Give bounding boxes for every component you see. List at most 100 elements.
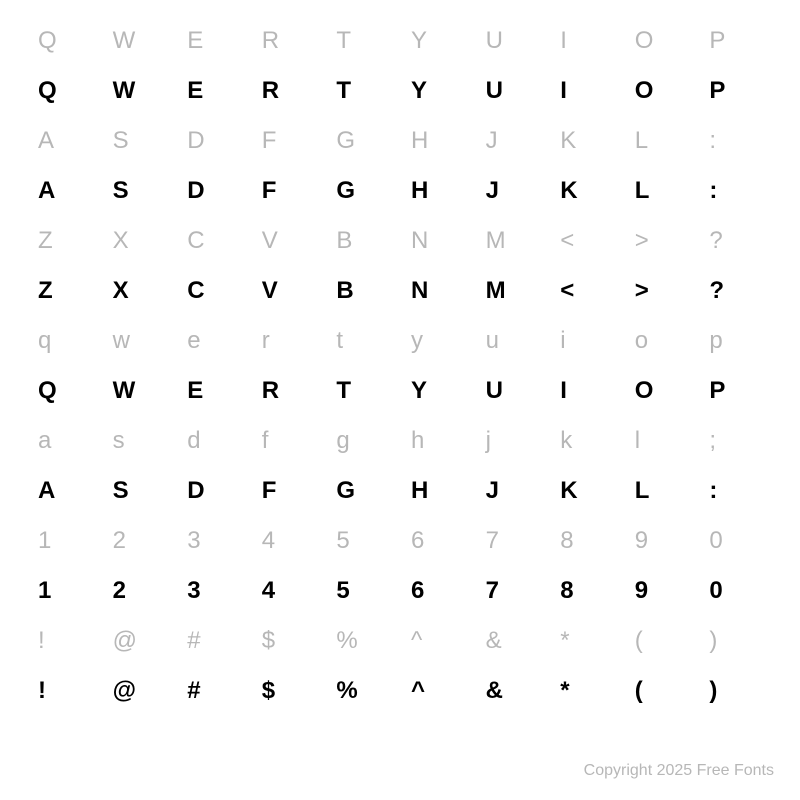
glyph-chart: QWERTYUIOP QWERTYUIOP ASDFGHJKL: ASDFGHJKL:…	[0, 0, 800, 716]
reference-glyph: 8	[556, 516, 623, 566]
reference-glyph: O	[631, 16, 698, 66]
reference-glyph: 6	[407, 516, 474, 566]
font-glyph: 5	[332, 566, 399, 616]
font-glyph: U	[482, 66, 549, 116]
font-glyph-row: !@#$%^&*()	[34, 666, 772, 716]
font-glyph-row: ASDFGHJKL:	[34, 166, 772, 216]
font-glyph: 9	[631, 566, 698, 616]
font-glyph: !	[34, 666, 101, 716]
font-glyph: P	[705, 66, 772, 116]
font-glyph: &	[482, 666, 549, 716]
reference-glyph: (	[631, 616, 698, 666]
font-glyph: A	[34, 466, 101, 516]
reference-glyph: L	[631, 116, 698, 166]
font-glyph: ^	[407, 666, 474, 716]
reference-glyph: 1	[34, 516, 101, 566]
copyright-text: Copyright 2025 Free Fonts	[584, 762, 774, 780]
reference-glyph: 3	[183, 516, 250, 566]
reference-glyph: ^	[407, 616, 474, 666]
reference-glyph: ;	[705, 416, 772, 466]
font-glyph: G	[332, 466, 399, 516]
font-glyph: (	[631, 666, 698, 716]
font-glyph: @	[109, 666, 176, 716]
reference-glyph: e	[183, 316, 250, 366]
font-glyph: T	[332, 366, 399, 416]
font-glyph: >	[631, 266, 698, 316]
reference-glyph: ?	[705, 216, 772, 266]
reference-glyph: V	[258, 216, 325, 266]
font-glyph: C	[183, 266, 250, 316]
reference-glyph: g	[332, 416, 399, 466]
reference-glyph: i	[556, 316, 623, 366]
reference-glyph: S	[109, 116, 176, 166]
font-glyph-row: ASDFGHJKL:	[34, 466, 772, 516]
font-glyph-row: QWERTYUIOP	[34, 66, 772, 116]
reference-glyph: h	[407, 416, 474, 466]
reference-glyph: F	[258, 116, 325, 166]
reference-glyph: P	[705, 16, 772, 66]
reference-glyph: t	[332, 316, 399, 366]
reference-row: ZXCVBNM<>?	[34, 216, 772, 266]
font-glyph-row: 1234567890	[34, 566, 772, 616]
font-glyph: G	[332, 166, 399, 216]
reference-glyph: 7	[482, 516, 549, 566]
font-glyph: W	[109, 366, 176, 416]
reference-glyph: a	[34, 416, 101, 466]
font-glyph: O	[631, 366, 698, 416]
font-glyph: O	[631, 66, 698, 116]
font-glyph: A	[34, 166, 101, 216]
font-glyph: F	[258, 166, 325, 216]
reference-glyph: @	[109, 616, 176, 666]
reference-glyph: s	[109, 416, 176, 466]
font-glyph: Z	[34, 266, 101, 316]
font-glyph: S	[109, 466, 176, 516]
font-glyph: Q	[34, 66, 101, 116]
font-glyph: J	[482, 166, 549, 216]
reference-glyph: G	[332, 116, 399, 166]
reference-glyph: 9	[631, 516, 698, 566]
reference-row: asdfghjkl;	[34, 416, 772, 466]
font-glyph: 2	[109, 566, 176, 616]
reference-glyph: :	[705, 116, 772, 166]
font-glyph: Y	[407, 366, 474, 416]
reference-row: !@#$%^&*()	[34, 616, 772, 666]
font-glyph: %	[332, 666, 399, 716]
font-glyph: N	[407, 266, 474, 316]
font-glyph: D	[183, 466, 250, 516]
font-glyph: X	[109, 266, 176, 316]
reference-glyph: B	[332, 216, 399, 266]
reference-glyph: D	[183, 116, 250, 166]
reference-glyph: Y	[407, 16, 474, 66]
font-glyph: F	[258, 466, 325, 516]
font-glyph: T	[332, 66, 399, 116]
font-glyph: 0	[705, 566, 772, 616]
reference-glyph: y	[407, 316, 474, 366]
reference-glyph: Z	[34, 216, 101, 266]
reference-glyph: u	[482, 316, 549, 366]
reference-glyph: I	[556, 16, 623, 66]
reference-glyph: U	[482, 16, 549, 66]
font-glyph: 8	[556, 566, 623, 616]
font-glyph-row: QWERTYUIOP	[34, 366, 772, 416]
reference-glyph: J	[482, 116, 549, 166]
font-glyph-row: ZXCVBNM<>?	[34, 266, 772, 316]
font-glyph: Q	[34, 366, 101, 416]
font-glyph: $	[258, 666, 325, 716]
reference-glyph: C	[183, 216, 250, 266]
font-glyph: :	[705, 466, 772, 516]
reference-glyph: E	[183, 16, 250, 66]
reference-glyph: A	[34, 116, 101, 166]
font-glyph: I	[556, 366, 623, 416]
font-glyph: ?	[705, 266, 772, 316]
reference-glyph: $	[258, 616, 325, 666]
font-glyph: P	[705, 366, 772, 416]
reference-glyph: !	[34, 616, 101, 666]
font-glyph: 7	[482, 566, 549, 616]
reference-glyph: &	[482, 616, 549, 666]
font-glyph: M	[482, 266, 549, 316]
reference-glyph: >	[631, 216, 698, 266]
font-glyph: J	[482, 466, 549, 516]
font-glyph: *	[556, 666, 623, 716]
reference-glyph: <	[556, 216, 623, 266]
reference-glyph: 2	[109, 516, 176, 566]
